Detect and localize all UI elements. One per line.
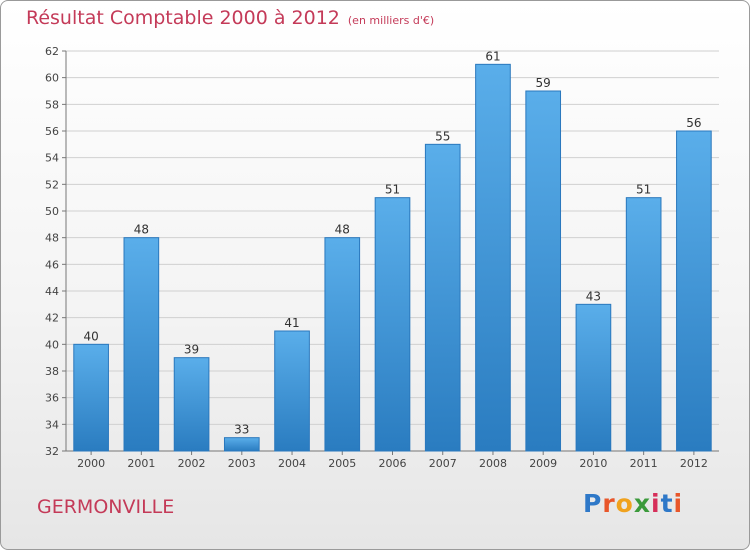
bar-2010 [575, 303, 612, 452]
value-label-2002: 39 [184, 343, 199, 357]
title-unit: (en milliers d'€) [347, 14, 435, 27]
y-tick-label: 32 [45, 445, 59, 458]
y-tick-label: 52 [45, 178, 59, 191]
y-tick-label: 50 [45, 205, 59, 218]
value-label-2004: 41 [284, 316, 299, 330]
bar-2007 [424, 143, 461, 452]
logo-letter: i [673, 489, 684, 518]
bar-2006 [374, 197, 411, 452]
x-tick-label-2012: 2012 [680, 457, 708, 470]
x-tick-label-2009: 2009 [529, 457, 557, 470]
y-tick-label: 36 [45, 392, 59, 405]
logo-letter: o [615, 489, 634, 518]
y-tick-label: 42 [45, 312, 59, 325]
x-tick-label-2004: 2004 [278, 457, 306, 470]
value-label-2007: 55 [435, 129, 450, 143]
logo-letter: i [651, 489, 661, 518]
x-tick-label-2001: 2001 [127, 457, 155, 470]
value-labels: 40 48 39 33 41 48 51 55 61 59 43 51 56 [83, 49, 701, 436]
bar-2004 [274, 330, 310, 452]
y-tick-label: 40 [45, 338, 59, 351]
x-tick-label-2008: 2008 [479, 457, 507, 470]
y-tick-label: 48 [45, 232, 59, 245]
bars [73, 63, 712, 452]
bar-2012 [676, 130, 712, 452]
x-tick-label-2003: 2003 [228, 457, 256, 470]
bar-2005 [324, 237, 361, 452]
x-tick-label-2010: 2010 [579, 457, 607, 470]
x-tick-label-2005: 2005 [328, 457, 356, 470]
x-tick-label-2000: 2000 [77, 457, 105, 470]
y-tick-label: 38 [45, 365, 59, 378]
value-label-2000: 40 [83, 329, 98, 343]
bar-2008 [475, 63, 511, 452]
chart-title: Résultat Comptable 2000 à 2012 (en millie… [26, 7, 434, 29]
x-tick-label-2011: 2011 [630, 457, 658, 470]
bar-2003 [223, 437, 260, 452]
logo-letter: t [660, 489, 674, 518]
y-tick-label: 44 [45, 285, 59, 298]
y-tick-label: 62 [45, 45, 59, 58]
value-label-2005: 48 [335, 223, 350, 237]
proxiti-logo: Proxiti [583, 489, 683, 518]
y-tick-label: 58 [45, 98, 59, 111]
x-tick-label-2002: 2002 [178, 457, 206, 470]
bar-2001 [123, 237, 160, 452]
y-tick-label: 46 [45, 258, 59, 271]
commune-name: GERMONVILLE [37, 496, 175, 518]
bar-2002 [173, 357, 210, 452]
logo-letter: x [633, 489, 651, 518]
y-tick-label: 60 [45, 72, 59, 85]
logo-letter: P [583, 489, 603, 518]
value-label-2001: 48 [134, 223, 149, 237]
logo-letter: r [602, 489, 616, 518]
y-tick-label: 54 [45, 152, 59, 165]
y-tick-label: 34 [45, 418, 59, 431]
bar-2000 [73, 343, 109, 452]
title-text: Résultat Comptable 2000 à 2012 [26, 7, 340, 29]
value-label-2010: 43 [586, 289, 601, 303]
x-tick-label-2007: 2007 [429, 457, 457, 470]
y-tick-label: 56 [45, 125, 59, 138]
value-label-2009: 59 [536, 76, 551, 90]
value-label-2003: 33 [234, 423, 249, 437]
value-label-2008: 61 [485, 49, 500, 63]
tick-labels: 32 34 36 38 40 42 44 46 48 50 52 54 56 58 60 62 2000 2001… [45, 45, 708, 470]
bar-2009 [525, 90, 562, 452]
value-label-2011: 51 [636, 183, 651, 197]
bar-2011 [625, 197, 662, 452]
x-tick-label-2006: 2006 [379, 457, 407, 470]
value-label-2012: 56 [686, 116, 701, 130]
value-label-2006: 51 [385, 183, 400, 197]
